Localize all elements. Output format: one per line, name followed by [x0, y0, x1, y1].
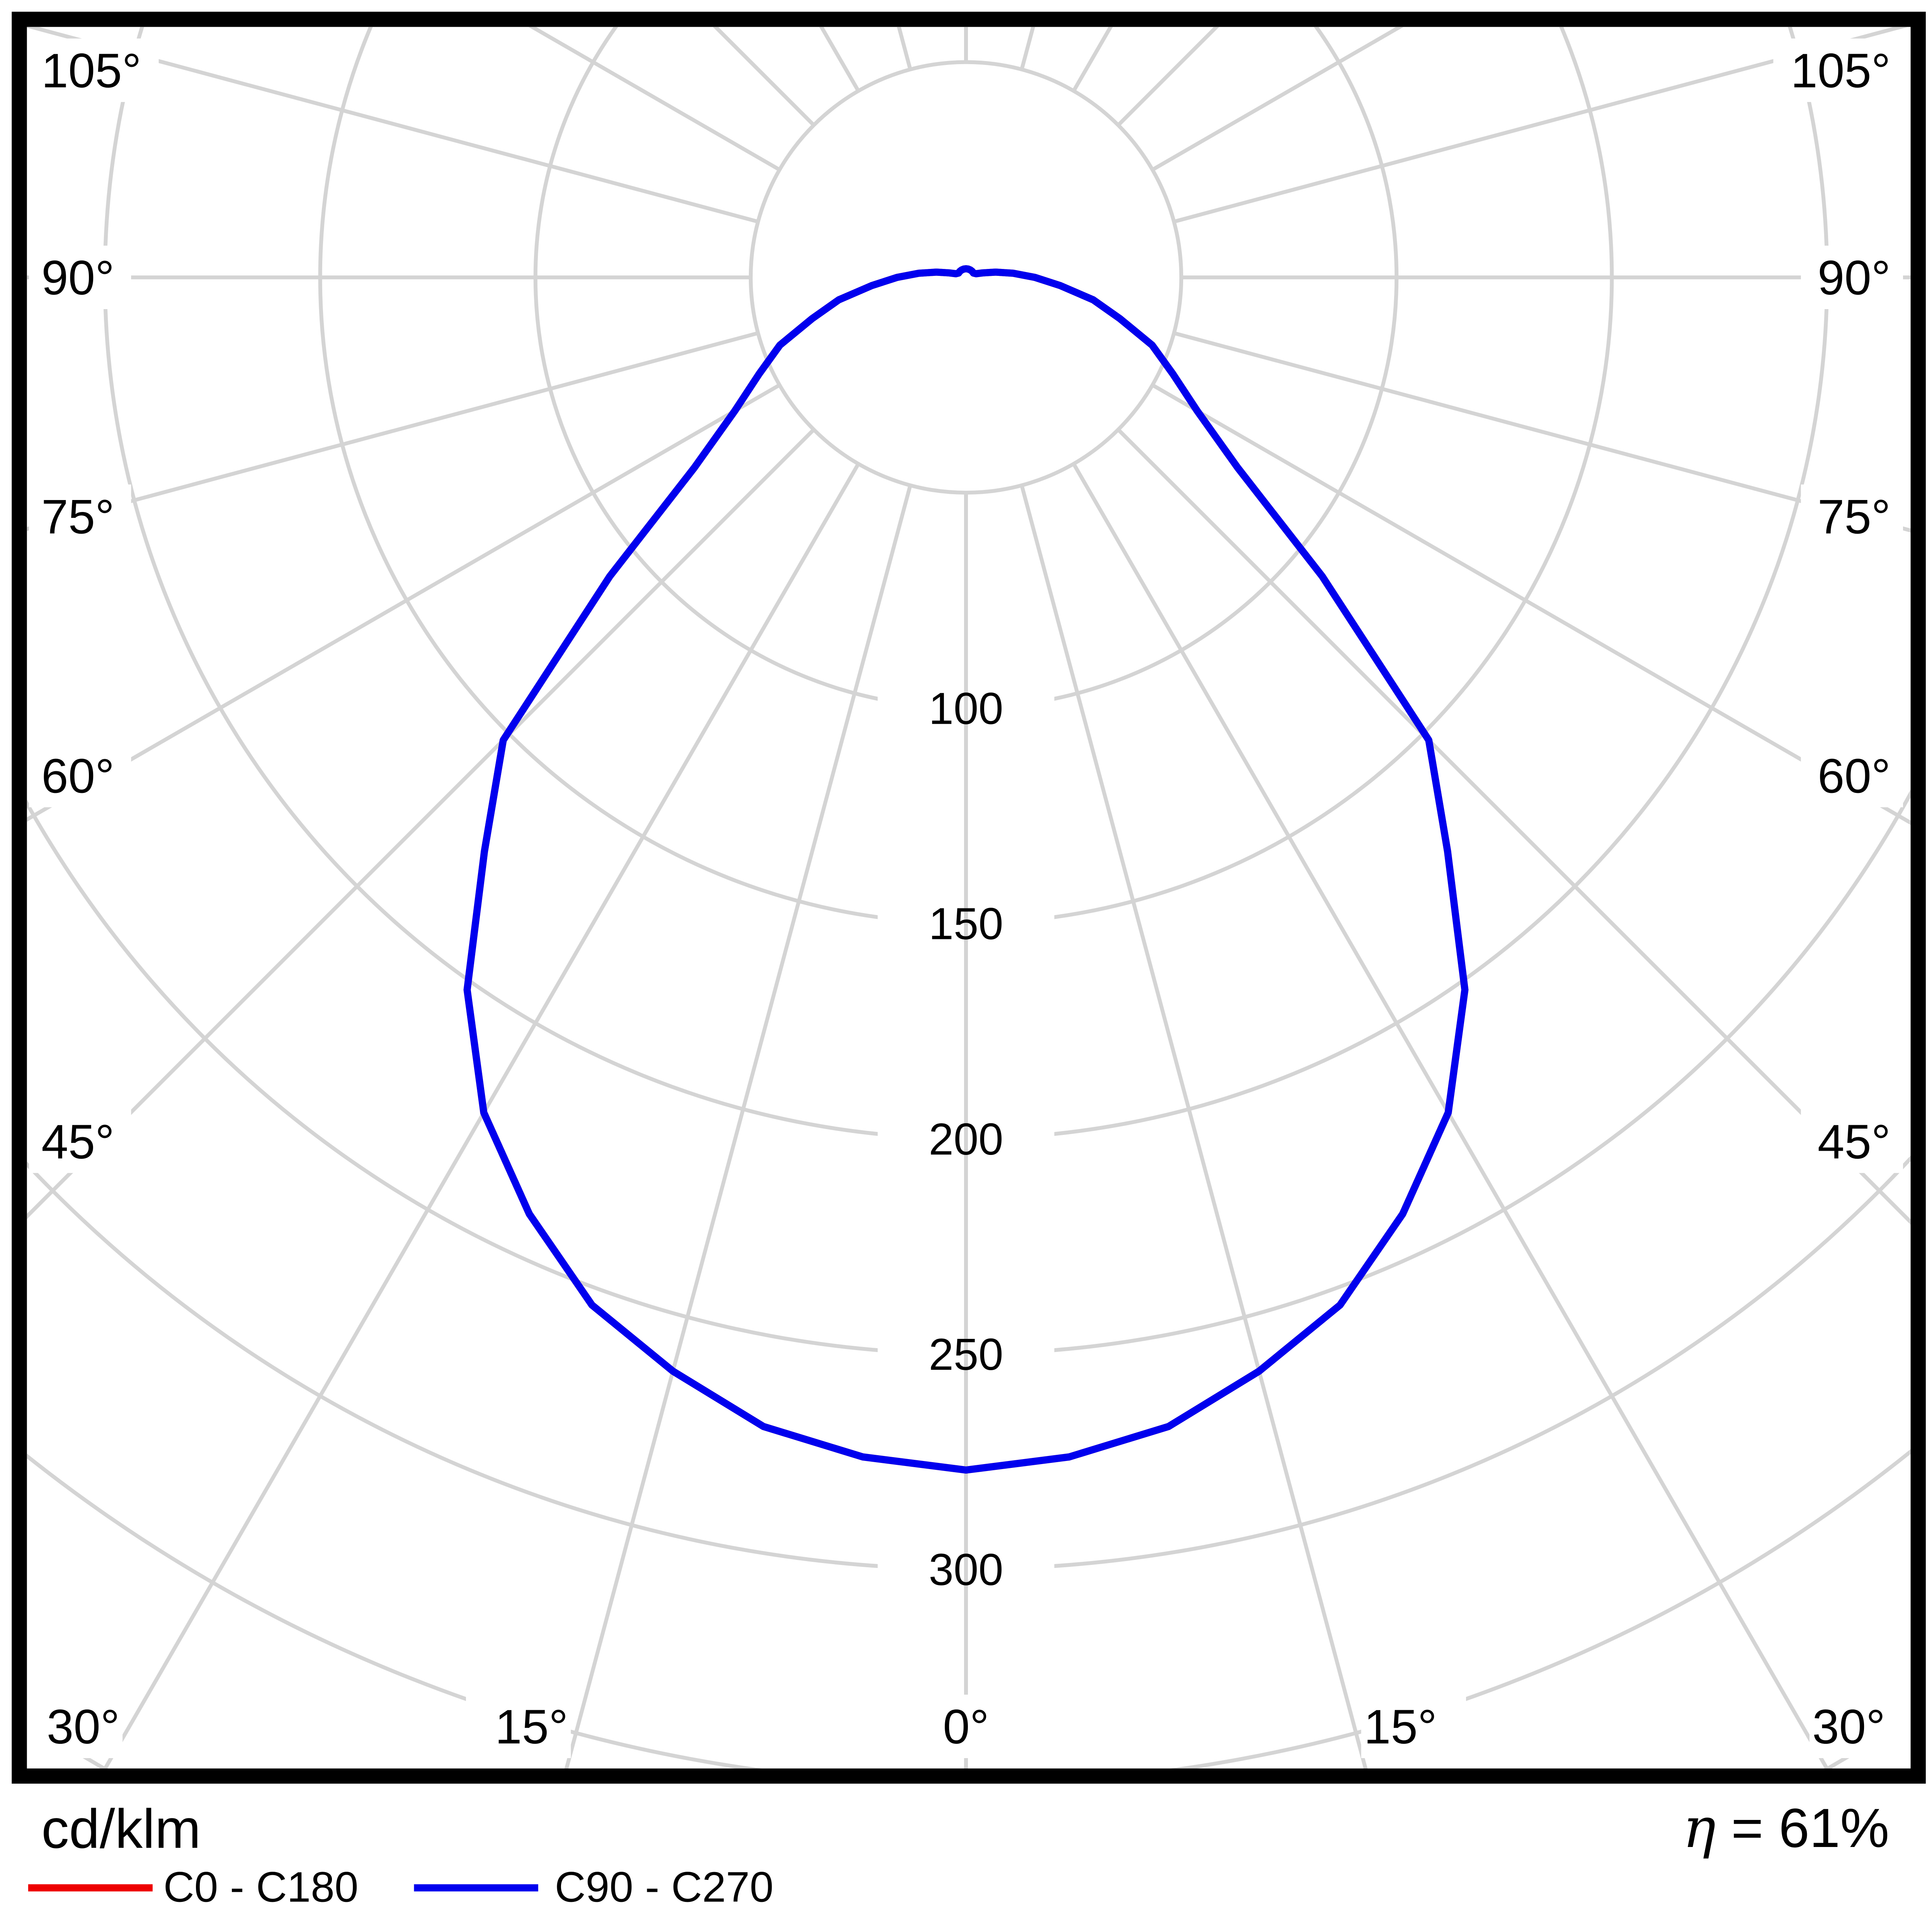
angle-label-gap-bottom-3 [1361, 1694, 1466, 1758]
legend-label-c0-c180: C0 - C180 [163, 1863, 359, 1911]
angle-label-gap-right-45 [1801, 1109, 1903, 1173]
legend-label-c90-c270: C90 - C270 [555, 1863, 774, 1911]
radial-gridline-45 [1117, 428, 1911, 1225]
angle-label-bottom-4: 30° [1812, 1700, 1885, 1754]
angle-label-bottom-0: 30° [47, 1700, 120, 1754]
ring-label-150: 150 [929, 899, 1003, 949]
angle-label-gap-right-105 [1773, 38, 1903, 102]
angle-label-left-105: 105° [41, 44, 141, 98]
angle-label-left-75: 75° [41, 490, 114, 544]
angle-label-gap-left-75 [29, 484, 131, 548]
radial-gridline-60 [1151, 383, 1911, 825]
angle-label-left-90: 90° [41, 251, 114, 305]
radial-gridline-300 [27, 383, 781, 822]
angle-label-bottom-1: 15° [495, 1700, 568, 1754]
angle-label-gap-right-90 [1801, 245, 1903, 309]
plot-border [12, 12, 1926, 1784]
unit-label: cd/klm [41, 1798, 201, 1860]
radial-gridline-15 [1020, 485, 1368, 1769]
radial-gridline-255 [27, 27, 759, 224]
angle-label-gap-right-75 [1801, 484, 1903, 548]
angle-label-gap-bottom-0 [17, 1694, 123, 1758]
angle-label-right-45: 45° [1818, 1115, 1891, 1169]
ring-label-300: 300 [929, 1544, 1003, 1595]
ring-label-200: 200 [929, 1114, 1003, 1164]
efficiency-value: = 61% [1716, 1798, 1889, 1859]
ring-label-250: 250 [929, 1329, 1003, 1379]
angle-label-left-60: 60° [41, 749, 114, 803]
angle-label-gap-left-105 [29, 38, 159, 102]
angle-label-gap-left-90 [29, 245, 131, 309]
legend-swatch-c90-c270 [414, 1884, 538, 1891]
angle-label-gap-left-60 [29, 743, 131, 808]
curve-C90-C270 [463, 265, 1469, 1474]
radial-gridline-105 [1173, 27, 1908, 224]
angle-label-gap-right-60 [1801, 743, 1903, 808]
radial-gridline-75 [1173, 331, 1911, 532]
angle-label-right-105: 105° [1791, 44, 1891, 98]
photometric-curves [463, 265, 1469, 1474]
radial-gridline-30 [1072, 463, 1829, 1769]
legend: C0 - C180 C90 - C270 [28, 1863, 774, 1911]
ring-label-100: 100 [929, 684, 1003, 734]
angle-label-right-60: 60° [1818, 749, 1891, 803]
angle-label-right-90: 90° [1818, 251, 1891, 305]
angle-label-bottom-2: 0° [943, 1700, 989, 1754]
angle-label-masks [17, 38, 1915, 1758]
grid-labels: 45° 45° 60° 60° 75° 75° 90° 90° 105° 105° 30° 15° 0°… [41, 44, 1891, 1754]
angle-label-gap-bottom-2 [929, 1694, 1006, 1758]
radial-gridline-315 [27, 428, 815, 1219]
angle-label-gap-bottom-4 [1809, 1694, 1915, 1758]
efficiency-label: η = 61% [1683, 1796, 1889, 1860]
angle-label-gap-bottom-1 [466, 1694, 571, 1758]
angle-label-left-45: 45° [41, 1115, 114, 1169]
angle-label-right-75: 75° [1818, 490, 1891, 544]
radial-gridline-285 [27, 331, 759, 531]
angle-label-bottom-3: 15° [1364, 1700, 1437, 1754]
radial-gridline-330 [103, 463, 860, 1769]
radial-gridline-345 [564, 485, 912, 1769]
angle-label-gap-left-45 [29, 1109, 131, 1173]
eta-symbol: η [1683, 1796, 1716, 1860]
legend-swatch-c0-c180 [28, 1884, 153, 1891]
